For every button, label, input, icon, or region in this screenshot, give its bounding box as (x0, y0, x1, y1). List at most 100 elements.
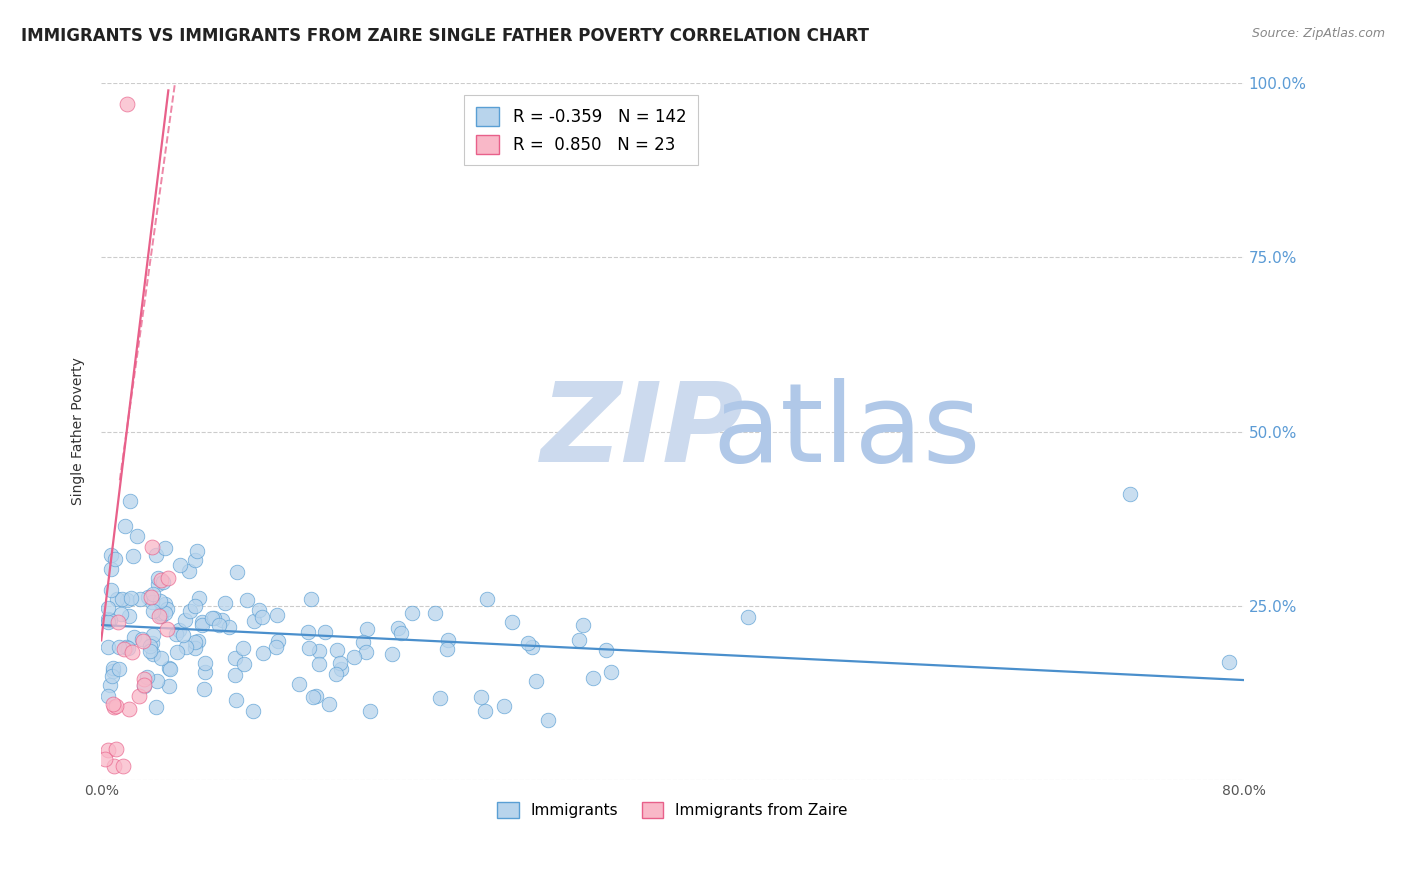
Point (139, 644, 162, 658)
Point (501, 615, 523, 629)
Point (595, 643, 617, 657)
Point (152, 574, 174, 589)
Point (122, 549, 145, 564)
Point (224, 668, 246, 682)
Point (1118, 487, 1140, 501)
Point (97, 640, 120, 654)
Point (184, 599, 207, 613)
Point (114, 519, 136, 533)
Point (108, 640, 131, 654)
Point (173, 614, 195, 628)
Point (97, 600, 120, 615)
Point (224, 651, 246, 665)
Point (134, 678, 156, 692)
Point (242, 704, 264, 718)
Point (101, 664, 124, 678)
Point (142, 647, 165, 661)
Point (193, 681, 215, 696)
Point (571, 618, 593, 632)
Point (184, 640, 207, 655)
Point (179, 604, 201, 618)
Point (145, 700, 167, 714)
Point (184, 553, 207, 567)
Point (150, 651, 173, 665)
Point (107, 615, 129, 630)
Point (142, 604, 165, 618)
Point (231, 640, 253, 655)
Point (297, 625, 319, 640)
Point (429, 690, 451, 705)
Point (155, 606, 177, 620)
Point (104, 552, 127, 566)
Point (201, 611, 224, 625)
Point (94, 751, 117, 765)
Point (118, 702, 141, 716)
Point (100, 562, 122, 576)
Point (356, 622, 378, 636)
Point (264, 640, 287, 654)
Point (326, 643, 349, 657)
Point (132, 673, 155, 687)
Point (308, 657, 330, 671)
Point (129, 592, 152, 607)
Point (115, 97, 138, 112)
Point (111, 592, 134, 607)
Point (155, 541, 177, 555)
Point (155, 622, 177, 636)
Point (236, 592, 259, 607)
Point (475, 591, 498, 606)
Point (125, 529, 148, 543)
Point (103, 698, 125, 712)
Point (183, 634, 205, 648)
Text: ZIP: ZIP (541, 378, 745, 485)
Point (1218, 655, 1240, 669)
Point (423, 606, 446, 620)
Point (252, 646, 274, 660)
Point (145, 548, 167, 562)
Point (302, 690, 325, 704)
Point (146, 674, 169, 689)
Point (108, 662, 131, 676)
Point (191, 618, 214, 632)
Point (115, 593, 138, 607)
Point (329, 656, 352, 670)
Point (287, 677, 309, 691)
Point (124, 630, 146, 644)
Point (186, 543, 208, 558)
Point (136, 590, 159, 604)
Point (121, 645, 143, 659)
Point (172, 628, 194, 642)
Point (149, 607, 172, 621)
Point (142, 628, 165, 642)
Y-axis label: Single Father Poverty: Single Father Poverty (72, 358, 86, 506)
Point (582, 671, 605, 685)
Point (242, 614, 264, 628)
Point (103, 699, 125, 714)
Point (117, 641, 139, 656)
Point (150, 609, 173, 624)
Point (141, 540, 163, 554)
Point (141, 595, 163, 609)
Legend: Immigrants, Immigrants from Zaire: Immigrants, Immigrants from Zaire (491, 796, 853, 824)
Point (492, 699, 515, 714)
Point (343, 649, 366, 664)
Point (177, 564, 200, 578)
Point (352, 635, 374, 649)
Point (568, 632, 591, 647)
Point (389, 625, 412, 640)
Point (381, 647, 404, 661)
Point (132, 634, 155, 648)
Point (98, 678, 121, 692)
Point (330, 662, 353, 676)
Point (359, 704, 381, 718)
Point (165, 627, 187, 641)
Point (128, 689, 150, 703)
Point (214, 596, 236, 610)
Point (187, 634, 209, 648)
Point (157, 661, 180, 675)
Point (225, 693, 247, 707)
Point (148, 608, 170, 623)
Point (522, 640, 544, 655)
Point (105, 591, 128, 606)
Point (149, 573, 172, 587)
